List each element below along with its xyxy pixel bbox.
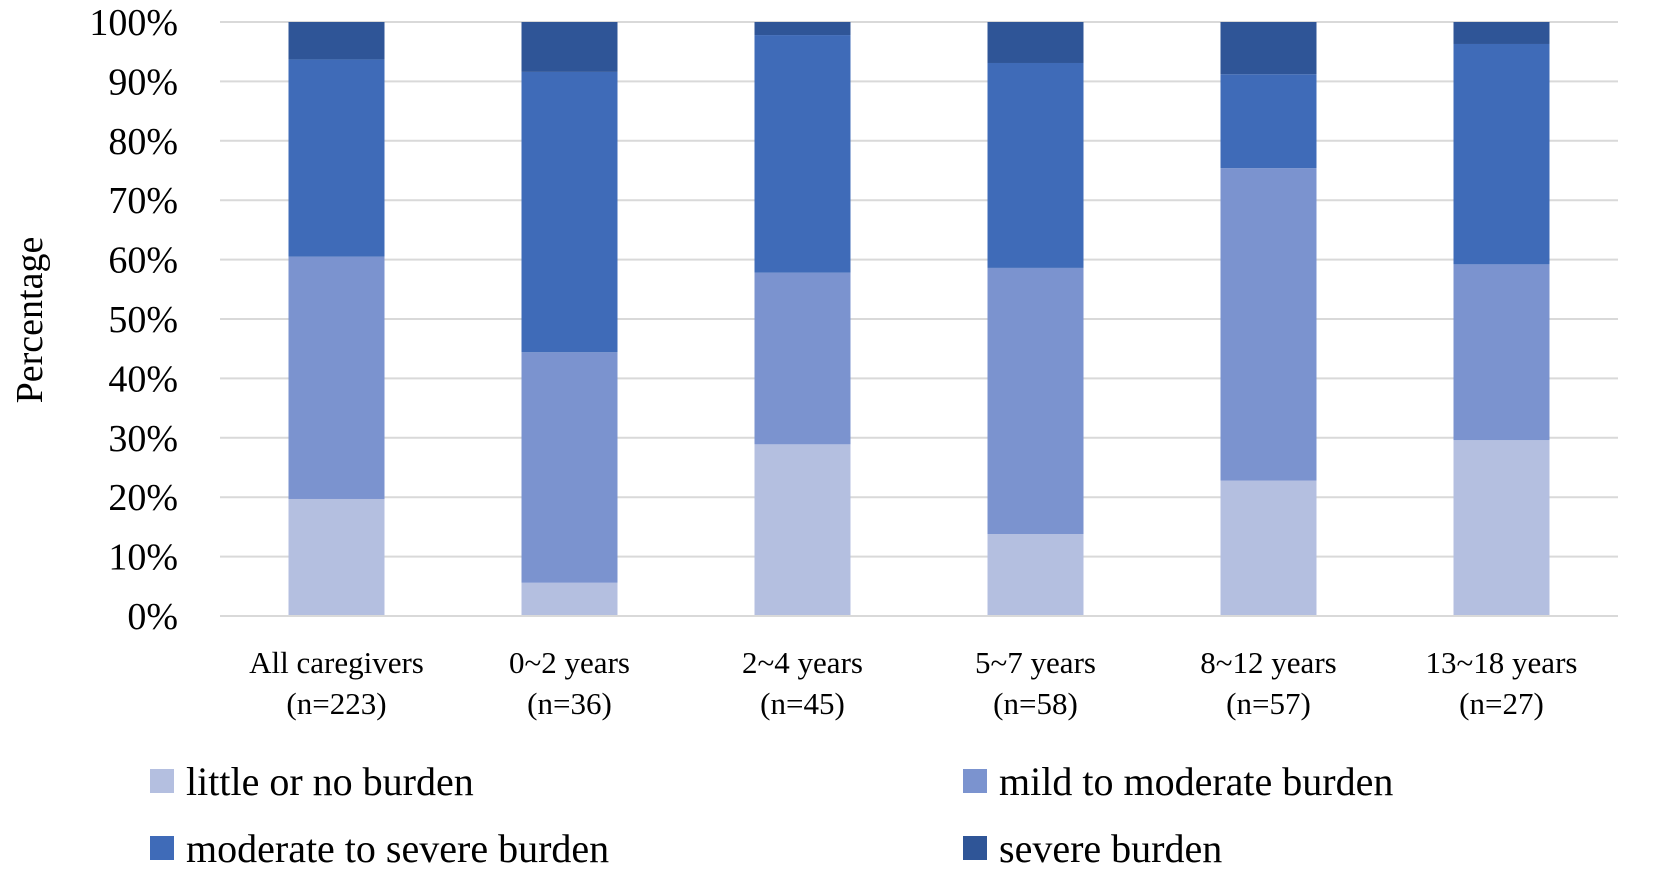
gridlines [220, 21, 1618, 558]
y-tick-label: 0% [127, 596, 178, 638]
x-tick-sublabel: (n=36) [527, 686, 612, 721]
y-tick-label: 20% [108, 477, 178, 519]
bar-segment [754, 22, 851, 36]
x-tick-label: 8~12 years [1200, 645, 1336, 680]
x-tick-sublabel: (n=223) [286, 686, 386, 721]
bar-segment [521, 582, 618, 616]
bar-segment [1220, 480, 1317, 616]
legend-label: mild to moderate burden [999, 759, 1393, 804]
legend-label: little or no burden [186, 759, 474, 804]
bar-segment [1453, 264, 1550, 441]
bar-segment [1453, 440, 1550, 616]
bar-segment [754, 35, 851, 273]
x-tick-label: 2~4 years [742, 645, 863, 680]
legend[interactable]: little or no burden mild to moderate burd… [150, 759, 1393, 871]
bar-segment [754, 272, 851, 445]
x-tick-label: 0~2 years [509, 645, 630, 680]
bar-segment [987, 22, 1084, 63]
bar-segment [1220, 74, 1317, 169]
bar-segment [1453, 43, 1550, 265]
bar-segment [1220, 22, 1317, 75]
y-tick-label: 60% [108, 240, 178, 282]
legend-swatch [150, 836, 174, 860]
legend-item[interactable]: mild to moderate burden [963, 759, 1393, 804]
bar-segment [754, 444, 851, 616]
x-tick-label: All caregivers [249, 645, 424, 680]
bar-segment [288, 59, 385, 257]
y-tick-label: 30% [108, 418, 178, 460]
legend-swatch [963, 836, 987, 860]
x-tick-label: 13~18 years [1426, 645, 1578, 680]
legend-swatch [963, 769, 987, 793]
x-tick-sublabel: (n=45) [760, 686, 845, 721]
legend-item[interactable]: little or no burden [150, 759, 474, 804]
bar-segment [288, 256, 385, 499]
bar-segment [521, 352, 618, 583]
x-tick-sublabel: (n=57) [1226, 686, 1311, 721]
y-tick-label: 50% [108, 299, 178, 341]
legend-label: severe burden [999, 826, 1222, 871]
bar-segment [521, 22, 618, 72]
legend-swatch [150, 769, 174, 793]
y-axis-ticks: 0% 10% 20% 30% 40% 50% 60% 70% 80% 90% 100% [89, 2, 178, 638]
bar-segment [987, 62, 1084, 268]
bar-segment [987, 534, 1084, 616]
y-tick-label: 80% [108, 121, 178, 163]
bar-segment [521, 71, 618, 353]
x-axis-ticks: All caregivers (n=223) 0~2 years (n=36) 2~4 … [249, 645, 1577, 721]
bar-segment [1453, 22, 1550, 44]
x-tick-sublabel: (n=27) [1459, 686, 1544, 721]
y-tick-label: 100% [89, 2, 178, 44]
x-tick-label: 5~7 years [975, 645, 1096, 680]
bars [288, 22, 1550, 616]
bar-segment [1220, 168, 1317, 481]
y-tick-label: 90% [108, 61, 178, 103]
x-tick-sublabel: (n=58) [993, 686, 1078, 721]
y-tick-label: 70% [108, 180, 178, 222]
bar-segment [288, 22, 385, 60]
y-tick-label: 40% [108, 358, 178, 400]
legend-label: moderate to severe burden [186, 826, 609, 871]
y-tick-label: 10% [108, 537, 178, 579]
y-axis-title: Percentage [9, 237, 51, 404]
legend-item[interactable]: severe burden [963, 826, 1222, 871]
legend-item[interactable]: moderate to severe burden [150, 826, 609, 871]
bar-segment [288, 498, 385, 616]
bar-segment [987, 267, 1084, 535]
